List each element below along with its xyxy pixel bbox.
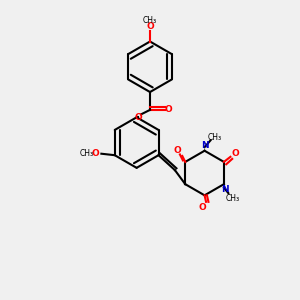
Text: O: O [199,203,206,212]
Text: CH₃: CH₃ [143,16,157,25]
Text: O: O [165,105,172,114]
Text: O: O [174,146,182,155]
Text: N: N [201,141,208,150]
Text: CH₃: CH₃ [226,194,240,203]
Text: O: O [231,149,239,158]
Text: O: O [134,113,142,122]
Text: O: O [92,149,99,158]
Text: O: O [146,22,154,31]
Text: CH₃: CH₃ [80,149,94,158]
Text: N: N [222,185,229,194]
Text: CH₃: CH₃ [208,133,222,142]
